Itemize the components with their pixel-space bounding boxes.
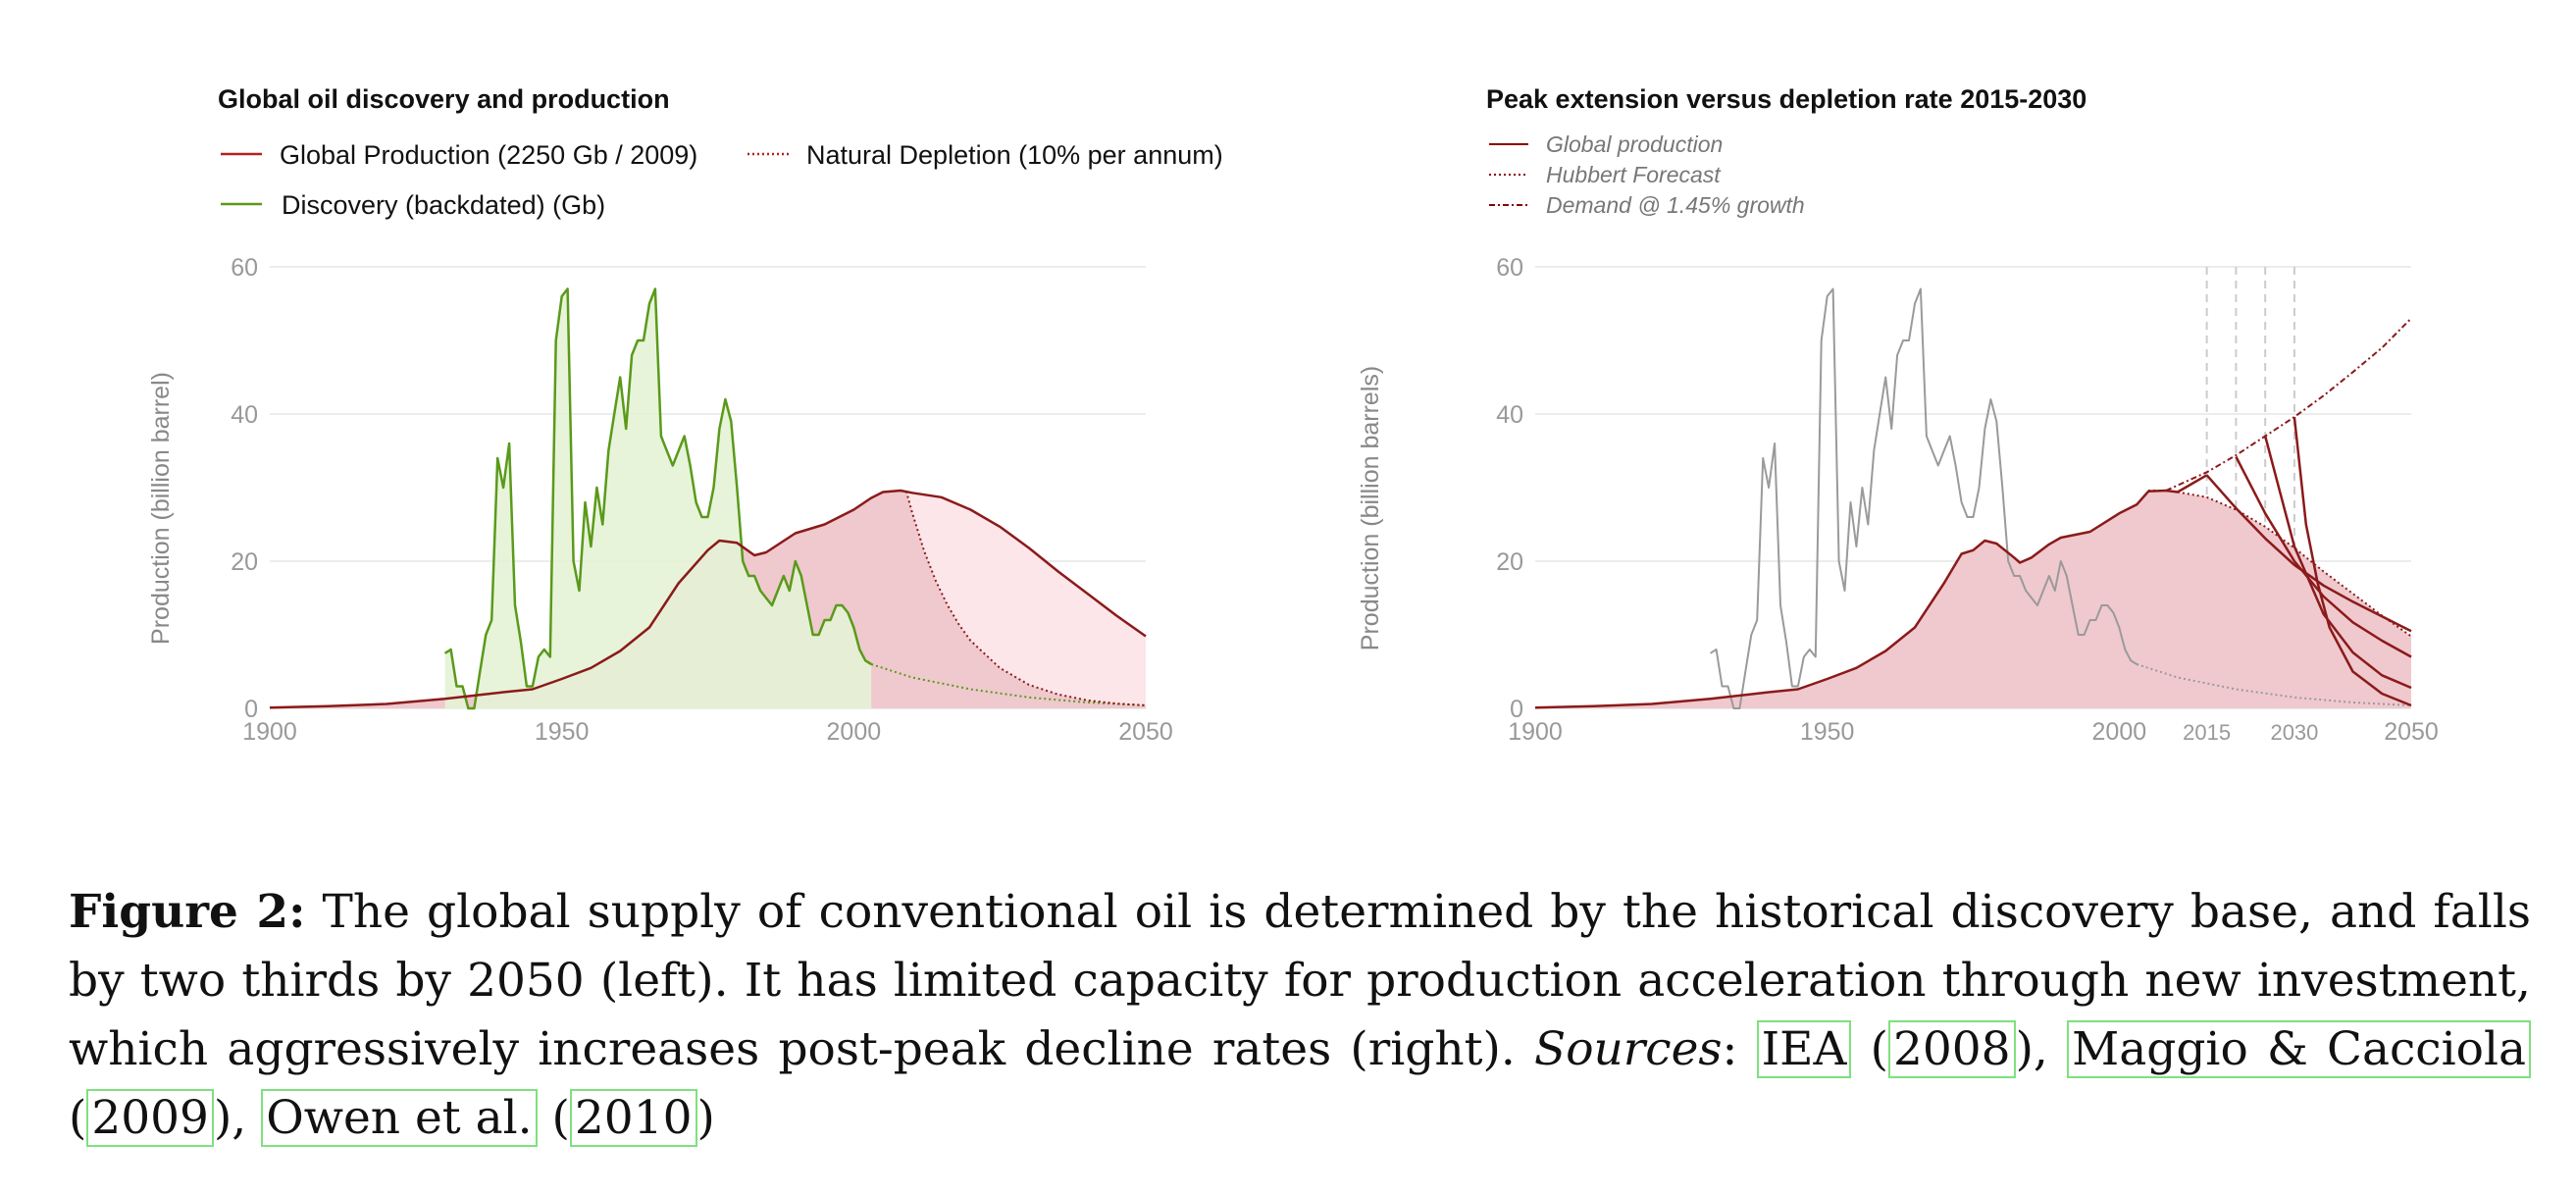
right-y-tick-20: 20: [1496, 548, 1523, 576]
right-chart: Peak extension versus depletion rate 201…: [1357, 84, 2439, 746]
ref-maggio-year[interactable]: 2009: [86, 1089, 214, 1147]
right-legend-demand: Demand @ 1.45% growth: [1546, 192, 1805, 218]
right-x-tick-2030: 2030: [2270, 720, 2318, 745]
figure-caption: Figure 2: The global supply of conventio…: [69, 885, 2532, 1147]
ref-owen-author[interactable]: Owen et al.: [261, 1089, 538, 1147]
left-y-tick-40: 40: [231, 401, 258, 429]
right-extension-line-2020: [2235, 455, 2412, 658]
left-legend-production: Global Production (2250 Gb / 2009): [280, 140, 697, 170]
right-x-tick-1950: 1950: [1800, 718, 1855, 746]
caption-label: Figure 2:: [69, 885, 306, 939]
right-y-axis-label: Production (billion barrels): [1357, 366, 1384, 650]
ref-iea-author[interactable]: IEA: [1756, 1020, 1852, 1078]
right-chart-title: Peak extension versus depletion rate 201…: [1486, 84, 2087, 114]
right-production-area: [1535, 491, 2411, 708]
left-natural-depletion-line: [904, 491, 1147, 706]
left-chart: Global oil discovery and production Glob…: [147, 84, 1223, 746]
left-y-tick-0: 0: [244, 696, 258, 723]
right-x-tick-1900: 1900: [1508, 718, 1563, 746]
left-legend-discovery: Discovery (backdated) (Gb): [282, 190, 605, 220]
left-global-production-line: [269, 489, 1147, 709]
left-x-tick-2000: 2000: [827, 718, 882, 746]
left-y-tick-60: 60: [231, 254, 258, 282]
left-y-ticks: 0 20 40 60: [231, 254, 258, 723]
right-extension-line-2015: [2205, 474, 2412, 633]
right-demand-line: [2165, 317, 2412, 492]
right-discovery-grey-line: [1710, 287, 2138, 709]
right-peak-year-markers: [2205, 267, 2295, 708]
right-extension-line-2030: [2293, 416, 2412, 707]
caption-main-text: The global supply of conventional oil is…: [69, 885, 2531, 1076]
right-x-tick-2050: 2050: [2384, 718, 2439, 746]
right-y-tick-0: 0: [1510, 696, 1523, 723]
right-extension-line-2025: [2263, 436, 2412, 690]
caption-sources-label: Sources: [1534, 1022, 1723, 1076]
right-y-ticks: 0 20 40 60: [1496, 254, 1523, 723]
ref-maggio-author[interactable]: Maggio & Cacciola: [2067, 1020, 2532, 1078]
left-x-tick-2050: 2050: [1118, 718, 1173, 746]
left-x-tick-1950: 1950: [535, 718, 590, 746]
left-x-ticks: 1900 1950 2000 2050: [242, 718, 1173, 746]
left-y-tick-20: 20: [231, 548, 258, 576]
right-y-tick-40: 40: [1496, 401, 1523, 429]
left-x-tick-1900: 1900: [242, 718, 297, 746]
right-global-production-line: [1534, 474, 2208, 709]
left-y-axis-label: Production (billion barrel): [147, 372, 175, 645]
ref-owen-year[interactable]: 2010: [569, 1089, 697, 1147]
right-x-tick-2015: 2015: [2183, 720, 2231, 745]
left-discovery-line: [443, 287, 872, 710]
right-x-tick-2000: 2000: [2092, 718, 2147, 746]
right-y-tick-60: 60: [1496, 254, 1523, 282]
right-peak-extension-lines: [2205, 416, 2412, 707]
right-legend-production: Global production: [1546, 131, 1723, 157]
left-legend-depletion: Natural Depletion (10% per annum): [806, 140, 1223, 170]
left-discovery-tail-line: [870, 663, 1147, 706]
right-x-ticks: 1900 1950 2000 2015 2030 2050: [1508, 718, 2439, 746]
right-legend-hubbert: Hubbert Forecast: [1546, 162, 1722, 187]
right-discovery-tail-line: [2136, 663, 2412, 706]
left-chart-title: Global oil discovery and production: [218, 84, 670, 114]
ref-iea-year[interactable]: 2008: [1887, 1020, 2016, 1078]
